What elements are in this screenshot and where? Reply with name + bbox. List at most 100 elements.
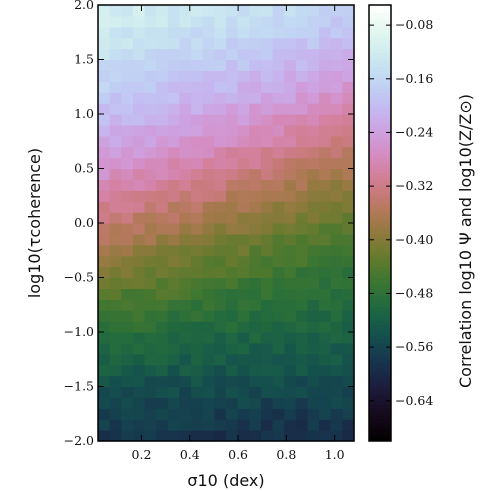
heatmap-cell bbox=[132, 201, 146, 213]
heatmap-cell bbox=[202, 277, 215, 289]
heatmap-cell bbox=[295, 179, 309, 191]
heatmap-cell bbox=[121, 244, 134, 257]
heatmap-cell bbox=[132, 179, 146, 191]
heatmap-cell bbox=[167, 332, 181, 344]
heatmap-cell bbox=[132, 146, 146, 159]
heatmap-cell bbox=[121, 124, 134, 137]
colorbar-segment bbox=[369, 364, 391, 369]
heatmap-cell bbox=[272, 103, 285, 115]
heatmap-cell bbox=[226, 397, 239, 409]
heatmap-cell bbox=[226, 332, 239, 344]
heatmap-cell bbox=[167, 353, 181, 366]
heatmap-cell bbox=[179, 430, 192, 442]
heatmap-cell bbox=[167, 223, 181, 235]
heatmap-cell bbox=[330, 419, 343, 431]
heatmap-cell bbox=[330, 37, 343, 50]
heatmap-cell bbox=[319, 201, 332, 213]
heatmap-cell bbox=[214, 233, 227, 246]
heatmap-cell bbox=[295, 114, 309, 126]
heatmap-cell bbox=[156, 157, 169, 170]
y-tick-label: 0.0 bbox=[74, 215, 94, 230]
heatmap-cell bbox=[226, 353, 239, 366]
heatmap-cell bbox=[295, 375, 309, 388]
colorbar-segment bbox=[369, 146, 391, 151]
y-axis-ticks: −2.0 −1.5 −1.0 −0.5 0.0 0.5 1.0 1.5 2.0 bbox=[64, 0, 354, 448]
heatmap-cell bbox=[342, 168, 355, 180]
heatmap-cell bbox=[342, 81, 355, 93]
heatmap-cell bbox=[214, 386, 227, 398]
heatmap-cell bbox=[237, 223, 250, 235]
heatmap-cell bbox=[260, 81, 274, 93]
heatmap-cell bbox=[214, 321, 227, 333]
heatmap-cell bbox=[284, 135, 297, 148]
heatmap-cell bbox=[144, 37, 157, 50]
heatmap-cell bbox=[226, 114, 239, 126]
colorbar-tick-label: −0.16 bbox=[395, 71, 433, 86]
heatmap-cell bbox=[226, 430, 239, 442]
heatmap-cell bbox=[226, 299, 239, 311]
heatmap-cell bbox=[98, 146, 111, 159]
heatmap-cell bbox=[295, 408, 309, 420]
heatmap-cell bbox=[249, 342, 262, 355]
colorbar-segment bbox=[369, 368, 391, 373]
heatmap-cell bbox=[179, 48, 192, 61]
heatmap-cell bbox=[191, 332, 204, 344]
colorbar-segment bbox=[369, 324, 391, 329]
heatmap-cell bbox=[121, 408, 134, 420]
heatmap-cell bbox=[144, 201, 157, 213]
heatmap-cell bbox=[109, 332, 122, 344]
heatmap-cell bbox=[295, 332, 309, 344]
colorbar-segment bbox=[369, 95, 391, 100]
heatmap-cell bbox=[167, 103, 181, 115]
heatmap-cell bbox=[307, 15, 320, 28]
heatmap-cell bbox=[226, 244, 239, 257]
colorbar-segment bbox=[369, 353, 391, 358]
heatmap-cell bbox=[132, 342, 146, 355]
heatmap-cell bbox=[121, 321, 134, 333]
heatmap-cell bbox=[342, 135, 355, 148]
heatmap-cell bbox=[319, 146, 332, 159]
heatmap-cell bbox=[109, 48, 122, 61]
heatmap-cell bbox=[237, 244, 250, 257]
colorbar-segment bbox=[369, 59, 391, 64]
heatmap-cell bbox=[272, 244, 285, 257]
heatmap-cell bbox=[260, 114, 274, 126]
heatmap-cell bbox=[260, 408, 274, 420]
heatmap-cell bbox=[260, 124, 274, 137]
heatmap-cell bbox=[226, 408, 239, 420]
heatmap-cell bbox=[284, 26, 297, 39]
heatmap-cell bbox=[179, 310, 192, 322]
heatmap-cell bbox=[179, 5, 192, 17]
heatmap-cell bbox=[109, 26, 122, 39]
heatmap-cell bbox=[330, 146, 343, 159]
heatmap-cell bbox=[179, 386, 192, 398]
heatmap-cell bbox=[226, 103, 239, 115]
heatmap-cell bbox=[237, 266, 250, 279]
heatmap-cell bbox=[109, 255, 122, 268]
heatmap-cell bbox=[237, 190, 250, 202]
colorbar-segment bbox=[369, 379, 391, 384]
colorbar-segment bbox=[369, 128, 391, 133]
heatmap-cell bbox=[98, 212, 111, 224]
colorbar-segment bbox=[369, 277, 391, 282]
heatmap-cell bbox=[179, 364, 192, 377]
heatmap-cell bbox=[98, 408, 111, 420]
colorbar-segment bbox=[369, 375, 391, 380]
heatmap-cell bbox=[260, 364, 274, 377]
colorbar-segment bbox=[369, 306, 391, 311]
heatmap-cell bbox=[295, 212, 309, 224]
heatmap-cell bbox=[167, 190, 181, 202]
heatmap-cell bbox=[156, 5, 169, 17]
heatmap-cell bbox=[284, 190, 297, 202]
heatmap-cell bbox=[167, 386, 181, 398]
heatmap-cell bbox=[121, 212, 134, 224]
heatmap-cell bbox=[330, 15, 343, 28]
heatmap-cell bbox=[342, 277, 355, 289]
heatmap-cell bbox=[109, 430, 122, 442]
heatmap-cell bbox=[214, 114, 227, 126]
heatmap-cell bbox=[342, 353, 355, 366]
heatmap-cell bbox=[260, 255, 274, 268]
heatmap-cell bbox=[98, 321, 111, 333]
heatmap-cell bbox=[260, 146, 274, 159]
heatmap-cell bbox=[295, 81, 309, 93]
